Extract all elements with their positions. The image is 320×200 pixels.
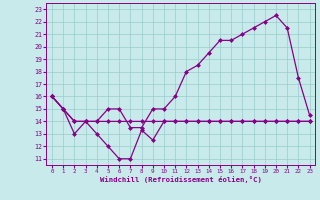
X-axis label: Windchill (Refroidissement éolien,°C): Windchill (Refroidissement éolien,°C) — [100, 176, 262, 183]
